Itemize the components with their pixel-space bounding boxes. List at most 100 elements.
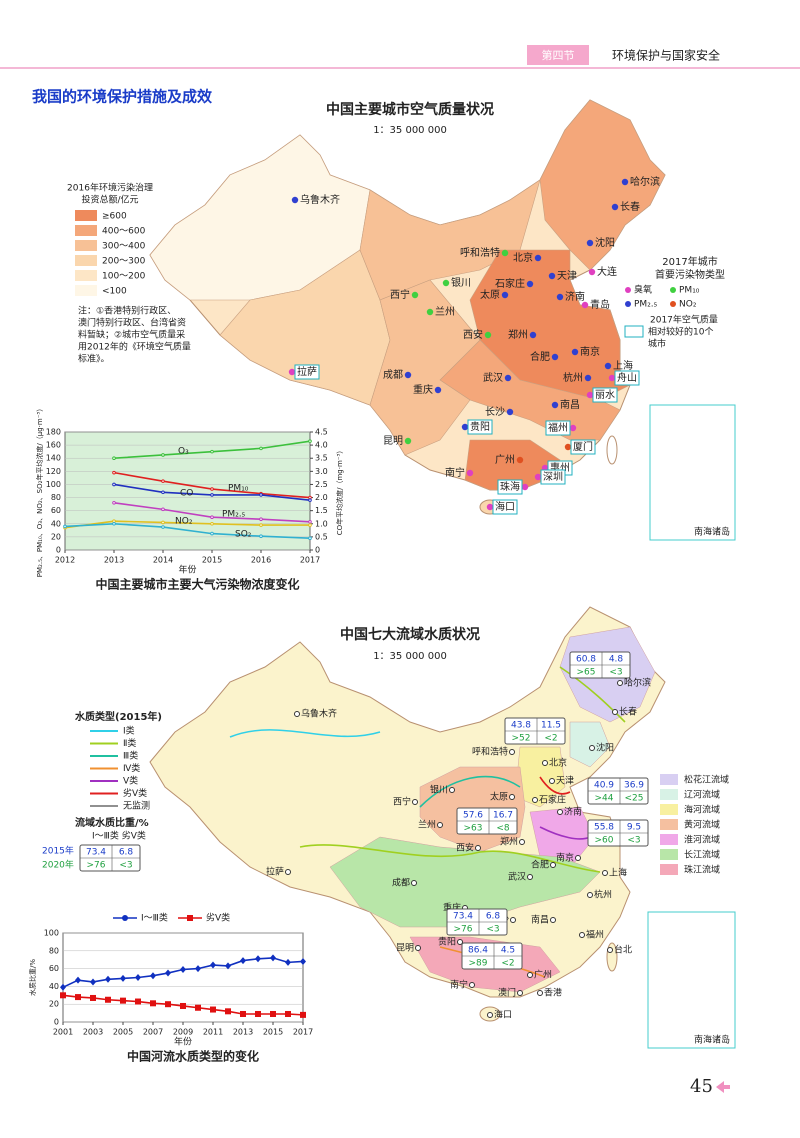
city-label: 海口 [495, 500, 515, 513]
x-tick-label: 2005 [113, 1028, 133, 1037]
city-label: 广州 [534, 969, 552, 981]
note-line: 用2012年的《环境空气质量 [78, 341, 191, 353]
data-point [308, 536, 312, 541]
water-quality-chart: 0 20 40 60 80 100 2001 2003 2005 2007 2009 2011 2013… [28, 912, 313, 1064]
target-2020: <2 [544, 734, 557, 744]
city-dot [550, 862, 556, 868]
city-label: 舟山 [617, 371, 637, 384]
legend-marker [187, 915, 193, 921]
best-city-box [467, 419, 493, 435]
target-2020: >44 [595, 794, 614, 804]
data-point [285, 1010, 291, 1017]
legend-box [624, 325, 644, 338]
legend-dot [670, 287, 676, 293]
city-dot [557, 809, 563, 815]
x-tick-label: 2015 [263, 1028, 283, 1037]
city-label: 成都 [392, 877, 410, 889]
legend-title: 投资总额/亿元 [81, 194, 138, 206]
river [419, 775, 521, 808]
section-badge [527, 45, 589, 65]
best-city-box [294, 364, 320, 380]
data-point [300, 957, 306, 965]
data-point [225, 962, 231, 970]
target-2020: <3 [609, 668, 622, 678]
city-dot [294, 711, 300, 717]
city-label: 北京 [513, 251, 533, 264]
legend-label: Ⅲ类 [123, 750, 138, 762]
city-label: 沈阳 [596, 742, 614, 754]
y2-tick-label: 4.5 [315, 428, 328, 437]
city-dot [510, 917, 516, 923]
y2-tick-label: 2.5 [315, 480, 328, 489]
target-2020: >63 [464, 824, 483, 834]
city-label: 拉萨 [266, 866, 284, 878]
data-point [165, 969, 171, 977]
y-tick-label: 60 [51, 506, 61, 515]
legend-swatch [75, 225, 97, 236]
x-tick-label: 2003 [83, 1028, 103, 1037]
city-label: 上海 [609, 867, 627, 879]
city-dot [411, 291, 419, 299]
legend-label: 劣Ⅴ类 [206, 912, 230, 924]
city-label: 银川 [451, 276, 471, 289]
y-tick-label: 40 [49, 982, 59, 991]
city-dot [604, 362, 612, 370]
data-point [161, 479, 165, 483]
city-dot [501, 291, 509, 299]
city-dot [437, 822, 443, 828]
map-title: 中国七大流域水质状况 [340, 626, 480, 643]
city-dot [288, 368, 296, 376]
y-tick-label: 80 [51, 493, 61, 502]
city-dot [487, 1012, 493, 1018]
city-dot [581, 301, 589, 309]
x-tick-label: 2013 [104, 556, 124, 565]
chart-title: 中国河流水质类型的变化 [127, 1049, 259, 1064]
legend-title: 流域水质比重/% [75, 816, 149, 829]
city-label: 南宁 [450, 979, 468, 991]
city-label: 济南 [565, 290, 585, 303]
city-dot [466, 469, 474, 477]
x-tick-label: 2001 [53, 1028, 73, 1037]
city-label: 西安 [463, 328, 483, 341]
ratio-2015: 4.5 [501, 946, 515, 956]
city-dot [504, 374, 512, 382]
data-point [112, 521, 116, 526]
legend-swatch [75, 285, 97, 296]
city-dot [621, 178, 629, 186]
city-label: 昆明 [396, 943, 414, 954]
year-label: 2020年 [42, 859, 74, 871]
target-2020: <3 [486, 925, 499, 935]
investment-region [359, 179, 541, 301]
data-point [210, 961, 216, 969]
legend-label: 珠江流域 [684, 864, 720, 876]
y-axis-title: PM₂.₅、PM₁₀、O₃、NO₂、SO₂年平均浓度/（μg·m⁻³） [35, 405, 44, 577]
legend-swatch [660, 849, 678, 860]
ratio-legend: 流域水质比重/%Ⅰ～Ⅲ类 劣Ⅴ类 2015年 2020年 73.4 >76 6.8 <3 [42, 816, 149, 872]
data-point [161, 507, 165, 512]
target-2020: <3 [627, 836, 640, 846]
inset-frame [649, 404, 736, 541]
data-point [135, 974, 141, 981]
city-dot [587, 892, 593, 898]
city-label: 广州 [495, 454, 515, 466]
city-label: 西宁 [390, 288, 410, 301]
y-tick-label: 160 [46, 441, 61, 450]
note: 注：①香港特别行政区、澳门特别行政区、台湾省资料暂缺；②城市空气质量采用2012… [78, 305, 191, 365]
y-tick-label: 20 [49, 1000, 59, 1009]
city-label: 成都 [383, 369, 403, 381]
city-label: 石家庄 [539, 794, 566, 806]
target-2020: >60 [595, 836, 614, 846]
best-city-box [540, 469, 566, 485]
legend-swatch [660, 834, 678, 845]
x-tick-label: 2011 [203, 1028, 223, 1037]
city-dot [527, 972, 533, 978]
target-2020: >76 [87, 861, 106, 871]
y-tick-label: 40 [51, 519, 61, 528]
city-label: 昆明 [383, 435, 403, 447]
legend-label: Ⅴ类 [123, 775, 138, 787]
legend-label: 200～300 [102, 257, 146, 267]
island [606, 435, 618, 465]
legend-label: PM₂.₅ [634, 300, 658, 310]
